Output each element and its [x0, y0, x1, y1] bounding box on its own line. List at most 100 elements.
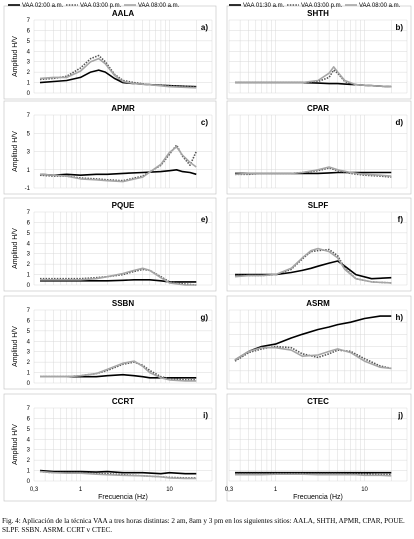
y-tick-label: 7 [27, 406, 31, 412]
panel-letter: e) [201, 215, 208, 224]
series-line-3 [40, 267, 197, 286]
y-tick-label: 7 [27, 18, 31, 24]
y-axis-label: Amplitud H/V [12, 36, 19, 77]
series-line-3 [39, 470, 197, 480]
panel-letter: j) [397, 411, 403, 420]
panel-asrm [226, 295, 412, 390]
series-line-2 [39, 54, 197, 88]
y-tick-label: -1 [25, 186, 31, 192]
panel-letter: h) [395, 313, 403, 322]
y-tick-label: 0 [27, 479, 31, 485]
figure-panels: AALA a) 0 1 2 3 4 5 6 7 Amplitud H/V VAA 02:00 a.m.… [3, 3, 412, 502]
panel-cpar [226, 100, 412, 195]
x-tick-label: 0,3 [225, 487, 234, 493]
y-tick-label: 3 [27, 150, 31, 156]
x-axis-label: Frecuencia (Hz) [293, 494, 343, 501]
panel-letter: f) [398, 215, 404, 224]
series-line-1 [235, 260, 392, 280]
y-tick-label: 0 [27, 381, 31, 387]
y-tick-label: 5 [27, 329, 31, 335]
panel-frame [3, 393, 217, 502]
series-line-2 [234, 345, 392, 370]
panel-letter: c) [201, 118, 208, 127]
legend-entry: VAA 08:00 a.m. [138, 3, 180, 9]
panel-letter: d) [395, 118, 403, 127]
series-line-2 [235, 472, 392, 476]
x-tick-label: 0,3 [30, 487, 39, 493]
y-axis-label: Amplitud H/V [12, 326, 19, 367]
series-line-3 [235, 66, 392, 88]
panel-letter: b) [395, 23, 403, 32]
y-tick-label: 2 [27, 70, 31, 76]
panel-frame [226, 393, 412, 502]
y-tick-label: 1 [27, 81, 31, 87]
panel-title: CCRT [112, 397, 134, 406]
series-line-3 [235, 473, 392, 477]
panel-title: AALA [112, 9, 134, 18]
y-tick-label: 4 [27, 49, 31, 55]
y-tick-label: 2 [27, 360, 31, 366]
panel-title: SHTH [307, 9, 329, 18]
x-tick-label: 10 [166, 487, 173, 493]
y-tick-label: 0 [27, 283, 31, 289]
legend-entry: VAA 08:00 a.m. [359, 3, 401, 9]
series-line-3 [40, 360, 197, 382]
panel-frame [226, 100, 412, 195]
panel-frame [3, 295, 217, 390]
series-line-1 [39, 469, 197, 475]
x-tick-label: 1 [79, 487, 83, 493]
panel-letter: g) [200, 313, 208, 322]
panel-title: PQUE [112, 201, 135, 210]
y-tick-label: 1 [27, 273, 31, 279]
panel-aala [3, 4, 217, 100]
y-tick-label: 2 [27, 458, 31, 464]
panel-apmr [3, 100, 217, 195]
panel-frame [226, 5, 412, 100]
panel-title: APMR [111, 104, 135, 113]
x-tick-label: 1 [274, 487, 278, 493]
y-tick-label: 5 [27, 427, 31, 433]
legend-entry: VAA 03:00 p.m. [80, 3, 122, 9]
y-tick-label: 1 [27, 168, 31, 174]
panel-letter: a) [201, 23, 208, 32]
series-line-3 [234, 166, 392, 177]
panel-title: CPAR [307, 104, 329, 113]
panel-ctec [226, 393, 412, 502]
panel-pque [3, 197, 217, 292]
series-line-3 [234, 346, 392, 370]
legend-entry: VAA 02:00 a.m. [22, 3, 64, 9]
y-tick-label: 7 [27, 113, 31, 119]
y-tick-label: 4 [27, 241, 31, 247]
y-tick-label: 6 [27, 318, 31, 324]
y-tick-label: 6 [27, 220, 31, 226]
series-line-3 [39, 57, 197, 89]
series-line-3 [39, 146, 197, 183]
y-tick-label: 3 [27, 448, 31, 454]
panel-ssbn [3, 295, 217, 390]
y-tick-label: 1 [27, 371, 31, 377]
y-tick-label: 7 [27, 308, 31, 314]
series-line-2 [40, 268, 197, 286]
y-tick-label: 4 [27, 339, 31, 345]
panel-title: ASRM [306, 299, 330, 308]
y-axis-label: Amplitud H/V [12, 424, 19, 465]
y-tick-label: 7 [27, 210, 31, 216]
y-axis-label: Amplitud H/V [12, 228, 19, 269]
panel-shth [226, 4, 412, 100]
y-tick-label: 6 [27, 28, 31, 34]
panel-frame [3, 5, 217, 100]
panel-frame [226, 197, 412, 292]
figure-caption: Fig. 4: Aplicación de la técnica VAA a t… [2, 517, 405, 534]
series-line-3 [234, 247, 392, 284]
y-tick-label: 3 [27, 350, 31, 356]
legend-entry: VAA 01:30 a.m. [243, 3, 285, 9]
series-line-1 [39, 169, 197, 176]
panel-slpf [226, 197, 412, 292]
series-line-2 [235, 69, 392, 88]
y-tick-label: 1 [27, 469, 31, 475]
y-tick-label: 6 [27, 416, 31, 422]
series-line-1 [234, 315, 392, 361]
y-tick-label: 5 [27, 39, 31, 45]
y-axis-label: Amplitud H/V [12, 131, 19, 172]
panel-title: SSBN [112, 299, 134, 308]
